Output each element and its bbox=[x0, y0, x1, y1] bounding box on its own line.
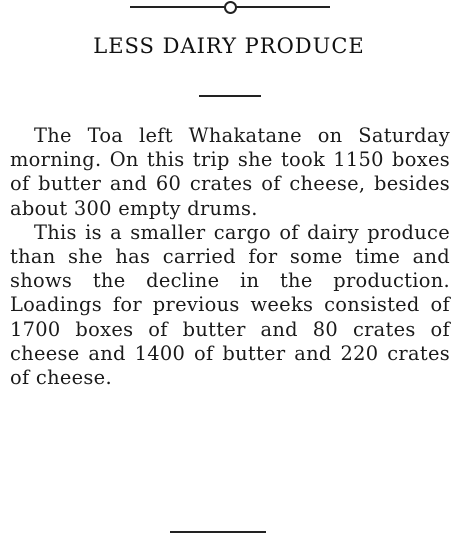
divider-circle-ornament bbox=[224, 1, 237, 14]
bottom-divider bbox=[170, 531, 266, 533]
article-paragraph: The Toa left Whakatane on Saturday morni… bbox=[10, 124, 450, 220]
article-headline: LESS DAIRY PRODUCE bbox=[93, 34, 365, 58]
article-paragraph: This is a smaller cargo of dairy produce… bbox=[10, 220, 450, 390]
article-body: The Toa left Whakatane on Saturday morni… bbox=[10, 124, 450, 390]
top-ornament-divider bbox=[130, 0, 330, 14]
headline-divider bbox=[199, 95, 261, 97]
